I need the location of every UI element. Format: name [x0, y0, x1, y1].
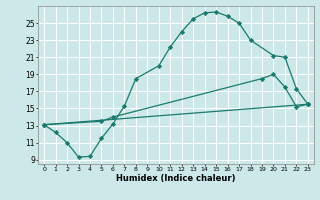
X-axis label: Humidex (Indice chaleur): Humidex (Indice chaleur)	[116, 174, 236, 183]
